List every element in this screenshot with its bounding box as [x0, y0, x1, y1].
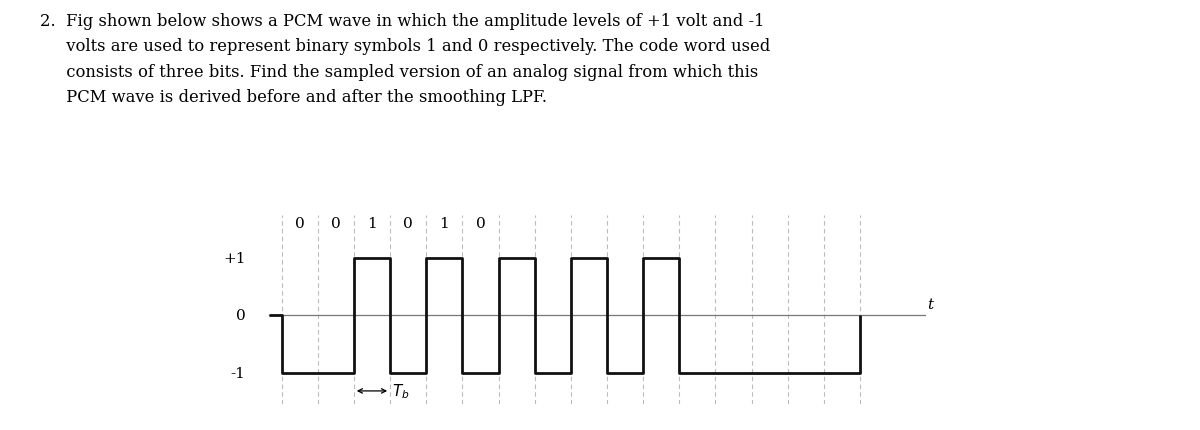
Text: -1: -1 — [230, 366, 246, 380]
Text: +1: +1 — [223, 251, 246, 265]
Text: 1: 1 — [439, 217, 449, 230]
Text: 1: 1 — [367, 217, 377, 230]
Text: 0: 0 — [295, 217, 305, 230]
Text: 0: 0 — [331, 217, 341, 230]
Text: 2.  Fig shown below shows a PCM wave in which the amplitude levels of +1 volt an: 2. Fig shown below shows a PCM wave in w… — [40, 13, 770, 106]
Text: t: t — [926, 298, 934, 311]
Text: $T_b$: $T_b$ — [392, 382, 409, 400]
Text: 0: 0 — [235, 308, 246, 322]
Text: 0: 0 — [403, 217, 413, 230]
Text: 0: 0 — [475, 217, 485, 230]
